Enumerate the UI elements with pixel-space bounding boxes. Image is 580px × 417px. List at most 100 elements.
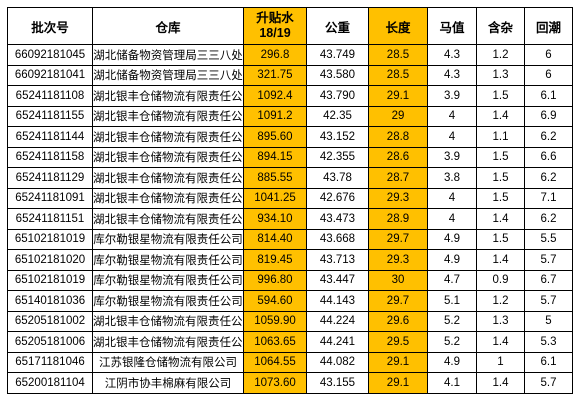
cell-warehouse: 库尔勒银星物流有限责任公司: [92, 228, 244, 250]
cell-batch: 65241181151: [7, 208, 93, 230]
header-moisture: 回潮: [524, 7, 573, 45]
cell-moisture: 6.1: [524, 85, 573, 107]
cell-warehouse: 湖北银丰仓储物流有限责任公司: [92, 310, 244, 332]
table-row: 65241181144 湖北银丰仓储物流有限责任公司 895.60 43.152 28.…: [7, 126, 573, 148]
cell-batch: 65102181019: [7, 269, 93, 291]
table-row: 65205181002 湖北银丰仓储物流有限责任公司 1059.90 44.224 29…: [7, 310, 573, 332]
cell-micronaire: 4.1: [427, 372, 477, 394]
cell-warehouse: 湖北储备物资管理局三三八处: [92, 64, 244, 86]
cell-moisture: 5.5: [524, 228, 573, 250]
cell-length: 28.8: [368, 126, 428, 148]
header-rise: 升贴水 18/19: [243, 7, 307, 45]
cell-weight: 42.355: [306, 146, 369, 168]
cell-batch: 65241181158: [7, 146, 93, 168]
cell-length: 28.9: [368, 208, 428, 230]
cell-length: 28.5: [368, 64, 428, 86]
cell-rise: 1059.90: [243, 310, 307, 332]
cell-moisture: 6: [524, 64, 573, 86]
cell-weight: 43.155: [306, 372, 369, 394]
cell-impurity: 1.4: [476, 208, 525, 230]
cell-micronaire: 4.9: [427, 249, 477, 271]
header-row: 批次号 仓库 升贴水 18/19 公重 长度 马值 含杂 回潮: [7, 7, 573, 45]
header-length: 长度: [368, 7, 428, 45]
cell-weight: 43.790: [306, 85, 369, 107]
cell-impurity: 1.4: [476, 249, 525, 271]
cell-impurity: 1.3: [476, 64, 525, 86]
cell-warehouse: 湖北银丰仓储物流有限责任公司: [92, 187, 244, 209]
cell-impurity: 1.2: [476, 44, 525, 66]
cell-length: 28.6: [368, 146, 428, 168]
cell-warehouse: 湖北银丰仓储物流有限责任公司: [92, 208, 244, 230]
table-row: 65140181036 库尔勒银星物流有限责任公司 594.60 44.143 29.7…: [7, 290, 573, 312]
cell-moisture: 5.7: [524, 290, 573, 312]
table-row: 65102181019 库尔勒银星物流有限责任公司 814.40 43.668 29.7…: [7, 228, 573, 250]
cell-weight: 44.241: [306, 331, 369, 353]
cell-moisture: 6.9: [524, 105, 573, 127]
cell-micronaire: 4.9: [427, 351, 477, 373]
table-row: 66092181041 湖北储备物资管理局三三八处 321.75 43.580 28.5…: [7, 64, 573, 86]
cell-length: 29.1: [368, 85, 428, 107]
cell-impurity: 1.5: [476, 187, 525, 209]
cell-micronaire: 3.8: [427, 167, 477, 189]
table-row: 65241181155 湖北银丰仓储物流有限责任公司 1091.2 42.35 29 4 1…: [7, 105, 573, 127]
cell-moisture: 5: [524, 310, 573, 332]
cell-batch: 65140181036: [7, 290, 93, 312]
cell-weight: 43.580: [306, 64, 369, 86]
cell-batch: 65205181006: [7, 331, 93, 353]
cell-warehouse: 江苏银隆仓储物流有限公司: [92, 351, 244, 373]
table-row: 65241181108 湖北银丰仓储物流有限责任公司 1092.4 43.790 29.…: [7, 85, 573, 107]
table-row: 65205181006 湖北银丰仓储物流有限责任公司 1063.65 44.241 29…: [7, 331, 573, 353]
cell-length: 29.7: [368, 228, 428, 250]
cell-weight: 43.668: [306, 228, 369, 250]
table-row: 65171181046 江苏银隆仓储物流有限公司 1064.55 44.082 29.1…: [7, 351, 573, 373]
cell-rise: 819.45: [243, 249, 307, 271]
cell-warehouse: 湖北银丰仓储物流有限责任公司: [92, 126, 244, 148]
cell-moisture: 6.2: [524, 126, 573, 148]
table-row: 65102181020 库尔勒银星物流有限责任公司 819.45 43.713 29.3…: [7, 249, 573, 271]
cell-rise: 895.60: [243, 126, 307, 148]
cell-batch: 66092181041: [7, 64, 93, 86]
cell-rise: 321.75: [243, 64, 307, 86]
cell-weight: 43.749: [306, 44, 369, 66]
cell-batch: 65200181104: [7, 372, 93, 394]
cell-warehouse: 湖北银丰仓储物流有限责任公司: [92, 85, 244, 107]
cell-micronaire: 4.9: [427, 228, 477, 250]
cell-rise: 1063.65: [243, 331, 307, 353]
cell-length: 30: [368, 269, 428, 291]
cell-rise: 1064.55: [243, 351, 307, 373]
header-warehouse: 仓库: [92, 7, 244, 45]
cell-weight: 43.152: [306, 126, 369, 148]
header-impurity: 含杂: [476, 7, 525, 45]
cell-micronaire: 4.7: [427, 269, 477, 291]
cell-warehouse: 湖北银丰仓储物流有限责任公司: [92, 167, 244, 189]
cell-batch: 65241181091: [7, 187, 93, 209]
cell-rise: 1091.2: [243, 105, 307, 127]
cell-micronaire: 4: [427, 105, 477, 127]
cell-warehouse: 库尔勒银星物流有限责任公司: [92, 249, 244, 271]
cell-impurity: 1.4: [476, 331, 525, 353]
cell-impurity: 1.5: [476, 167, 525, 189]
cell-batch: 65205181002: [7, 310, 93, 332]
cell-micronaire: 4.3: [427, 64, 477, 86]
cell-batch: 65102181019: [7, 228, 93, 250]
cell-weight: 43.78: [306, 167, 369, 189]
cell-warehouse: 库尔勒银星物流有限责任公司: [92, 269, 244, 291]
cell-micronaire: 5.2: [427, 331, 477, 353]
cell-micronaire: 5.1: [427, 290, 477, 312]
cell-micronaire: 4.3: [427, 44, 477, 66]
cell-rise: 894.15: [243, 146, 307, 168]
cell-moisture: 6.2: [524, 167, 573, 189]
cell-warehouse: 湖北银丰仓储物流有限责任公司: [92, 331, 244, 353]
table-row: 65241181091 湖北银丰仓储物流有限责任公司 1041.25 42.676 29…: [7, 187, 573, 209]
cell-rise: 594.60: [243, 290, 307, 312]
cell-rise: 1073.60: [243, 372, 307, 394]
header-rise-line1: 升贴水: [256, 11, 294, 25]
cell-impurity: 1.5: [476, 228, 525, 250]
cell-micronaire: 3.9: [427, 85, 477, 107]
cell-moisture: 6.7: [524, 269, 573, 291]
cell-impurity: 1.2: [476, 290, 525, 312]
header-micronaire: 马值: [427, 7, 477, 45]
cell-length: 29.5: [368, 331, 428, 353]
cell-weight: 43.447: [306, 269, 369, 291]
